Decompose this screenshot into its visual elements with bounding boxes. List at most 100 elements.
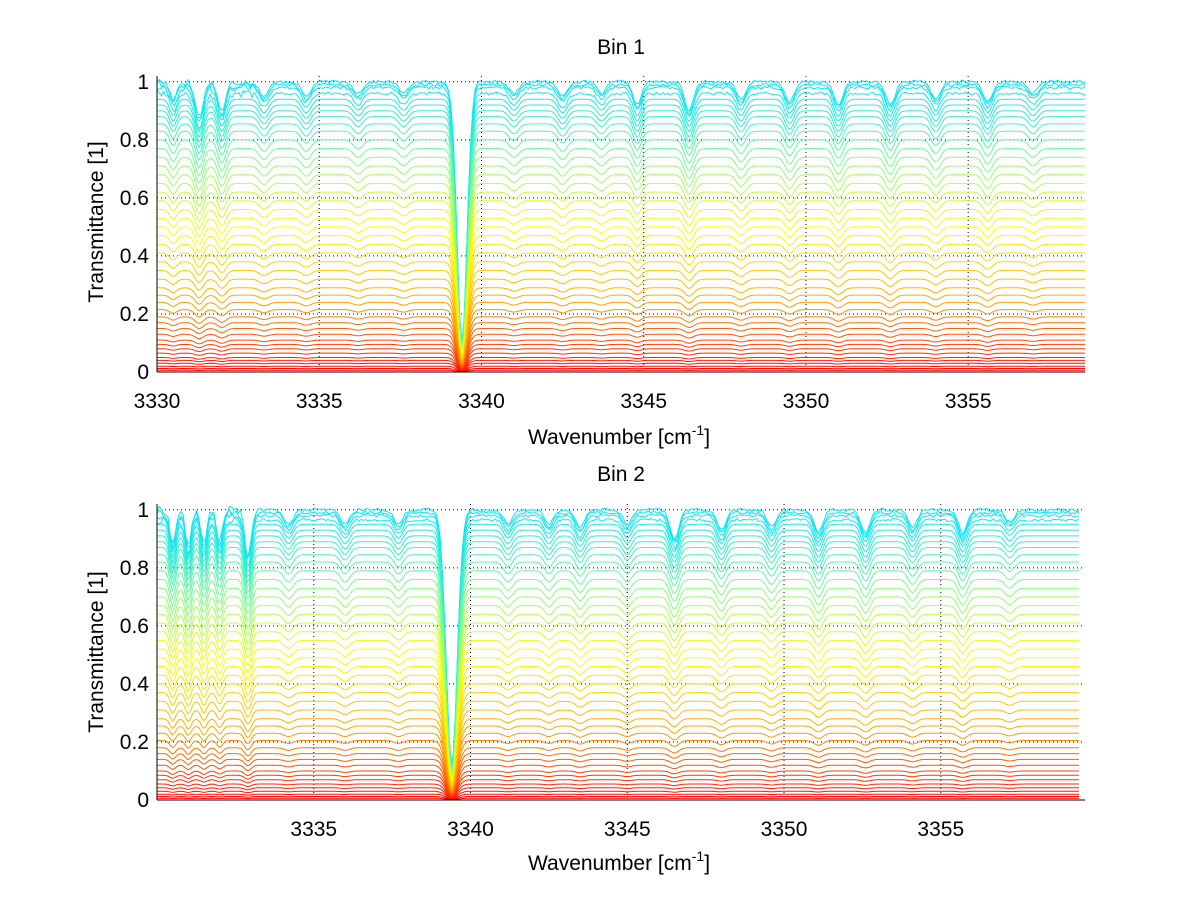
- series-line: [157, 116, 1085, 347]
- chart-panel-bin-1: Bin 1 0 0.2 0.4 0.6 0.8 1 3330 3335 3340 3345 335…: [85, 36, 1086, 449]
- x-tick-label: 3355: [917, 818, 964, 841]
- series-line: [157, 368, 1085, 373]
- series-line: [157, 98, 1085, 345]
- chart-panel-bin-2: Bin 2 0 0.2 0.4 0.6 0.8 1 3335 3340 3345 3350 335…: [85, 463, 1085, 875]
- series-line: [157, 156, 1085, 351]
- series-line: [157, 316, 1085, 368]
- series-line: [157, 631, 1079, 780]
- series-line: [156, 83, 1086, 343]
- series-line: [156, 80, 1086, 343]
- series-line: [157, 541, 1079, 769]
- y-axis-label: Transmittance [1]: [85, 141, 108, 302]
- x-tick-labels: 3335 3340 3345 3350 3355: [290, 818, 964, 841]
- series-line: [157, 709, 1079, 790]
- series-line: [157, 362, 1085, 372]
- series-line: [157, 787, 1079, 800]
- series-line: [157, 529, 1079, 767]
- y-tick-label: 0.8: [120, 557, 149, 580]
- x-tick-labels: 3330 3335 3340 3345 3350 3355: [134, 390, 992, 413]
- x-tick-label: 3355: [945, 390, 992, 413]
- series-line: [157, 725, 1079, 792]
- x-axis-label: Wavenumber [cm-1]: [528, 848, 710, 875]
- series-line: [157, 369, 1085, 373]
- series-line: [157, 753, 1079, 795]
- x-tick-label: 3350: [761, 818, 808, 841]
- x-tick-label: 3330: [134, 390, 181, 413]
- series-line: [157, 683, 1079, 788]
- series-line: [157, 278, 1085, 365]
- y-tick-label: 0.6: [120, 615, 149, 638]
- grid-lines: [156, 76, 1085, 372]
- series-line: [157, 348, 1085, 371]
- y-tick-label: 0: [137, 361, 149, 384]
- series-line: [157, 795, 1079, 801]
- series-line: [157, 718, 1079, 791]
- series-line: [157, 301, 1085, 367]
- y-tick-label: 0.6: [120, 187, 149, 210]
- x-tick-label: 3335: [296, 390, 343, 413]
- series-line: [157, 747, 1079, 795]
- x-tick-label: 3340: [458, 390, 505, 413]
- series-line: [157, 554, 1079, 770]
- series-line: [157, 322, 1085, 369]
- series-line: [157, 605, 1079, 777]
- series-line: [157, 235, 1085, 359]
- series-line: [157, 561, 1079, 771]
- y-tick-label: 0.8: [120, 129, 149, 152]
- series-line: [157, 783, 1079, 799]
- series-line: [157, 665, 1079, 786]
- y-tick-label: 0.2: [120, 303, 149, 326]
- series-line: [157, 209, 1085, 356]
- series-line: [157, 648, 1079, 784]
- series-line: [157, 596, 1079, 775]
- series-line: [157, 657, 1079, 785]
- series-line: [157, 700, 1079, 789]
- x-tick-label: 3345: [604, 818, 651, 841]
- x-tick-label: 3350: [783, 390, 830, 413]
- series-line: [157, 333, 1085, 370]
- y-tick-label: 0.4: [120, 673, 150, 696]
- series-line: [157, 269, 1085, 364]
- x-axis-label: Wavenumber [cm-1]: [528, 422, 710, 449]
- series-line: [157, 252, 1085, 361]
- series-line: [157, 217, 1085, 357]
- series-line: [157, 191, 1085, 355]
- series-line: [157, 639, 1079, 783]
- series-line: [156, 508, 1080, 766]
- series-line: [156, 89, 1086, 344]
- series-line: [156, 511, 1080, 765]
- y-tick-label: 1: [137, 71, 149, 94]
- series-line: [156, 78, 1086, 345]
- y-tick-labels: 0 0.2 0.4 0.6 0.8 1: [120, 71, 150, 384]
- y-tick-label: 0: [137, 789, 149, 812]
- series-line: [157, 294, 1085, 366]
- series-line: [157, 261, 1085, 362]
- series-group: [156, 78, 1086, 373]
- series-line: [157, 200, 1085, 355]
- series-line: [157, 309, 1085, 368]
- series-line: [157, 692, 1079, 789]
- series-line: [157, 622, 1079, 779]
- x-tick-label: 3340: [447, 818, 494, 841]
- y-tick-labels: 0 0.2 0.4 0.6 0.8 1: [120, 499, 150, 812]
- series-line: [157, 523, 1079, 766]
- series-line: [157, 587, 1079, 774]
- series-line: [157, 779, 1079, 799]
- x-tick-label: 3345: [620, 390, 667, 413]
- series-line: [157, 579, 1079, 773]
- series-line: [157, 139, 1085, 349]
- series-line: [157, 226, 1085, 358]
- chart-title: Bin 2: [597, 463, 645, 486]
- series-line: [157, 243, 1085, 360]
- series-line: [157, 758, 1079, 796]
- series-line: [157, 359, 1085, 372]
- series-line: [157, 123, 1085, 348]
- y-tick-label: 0.2: [120, 731, 149, 754]
- series-line: [157, 793, 1079, 800]
- series-line: [157, 570, 1079, 772]
- series-line: [157, 182, 1085, 354]
- series-line: [157, 104, 1085, 346]
- series-line: [156, 515, 1080, 766]
- y-tick-label: 0.4: [120, 245, 150, 268]
- series-group: [156, 505, 1080, 801]
